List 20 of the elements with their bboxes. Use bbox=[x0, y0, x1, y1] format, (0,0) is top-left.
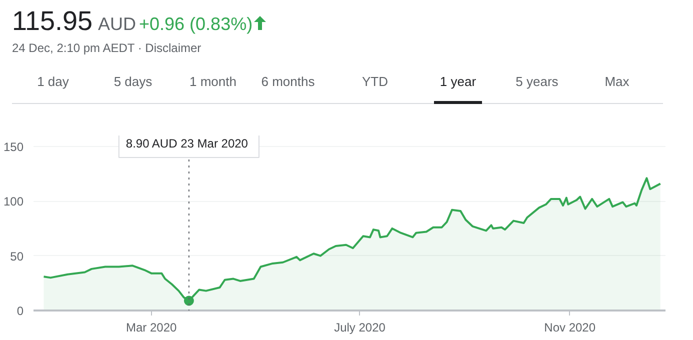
ref-line-label: 8.90 AUD 23 Mar 2020 bbox=[126, 136, 248, 150]
text: YTD bbox=[361, 73, 389, 91]
text: 6 months bbox=[260, 73, 316, 91]
text: 5 years bbox=[514, 73, 560, 91]
chart-title: 115.95 bbox=[12, 5, 93, 38]
y-tick-label: 150 bbox=[3, 140, 24, 154]
y-tick-label: 50 bbox=[10, 249, 24, 264]
x-tick-label: July 2020 bbox=[334, 320, 386, 334]
text: 1 month bbox=[188, 73, 238, 91]
text: 1 year bbox=[438, 73, 478, 91]
y-tick-label: 100 bbox=[3, 194, 24, 209]
y-tick-label: 0 bbox=[16, 304, 24, 318]
text: +0.96 (0.83%) bbox=[139, 13, 253, 36]
text: 5 days bbox=[112, 73, 154, 91]
text: Max bbox=[604, 73, 630, 91]
x-tick-label: Mar 2020 bbox=[126, 320, 178, 334]
text: 24 Dec, 2:10 pm AEDT · Disclaimer bbox=[12, 40, 202, 57]
x-tick-label: Nov 2020 bbox=[544, 320, 596, 334]
text: 1 day bbox=[36, 73, 70, 91]
text: AUD bbox=[98, 13, 136, 36]
